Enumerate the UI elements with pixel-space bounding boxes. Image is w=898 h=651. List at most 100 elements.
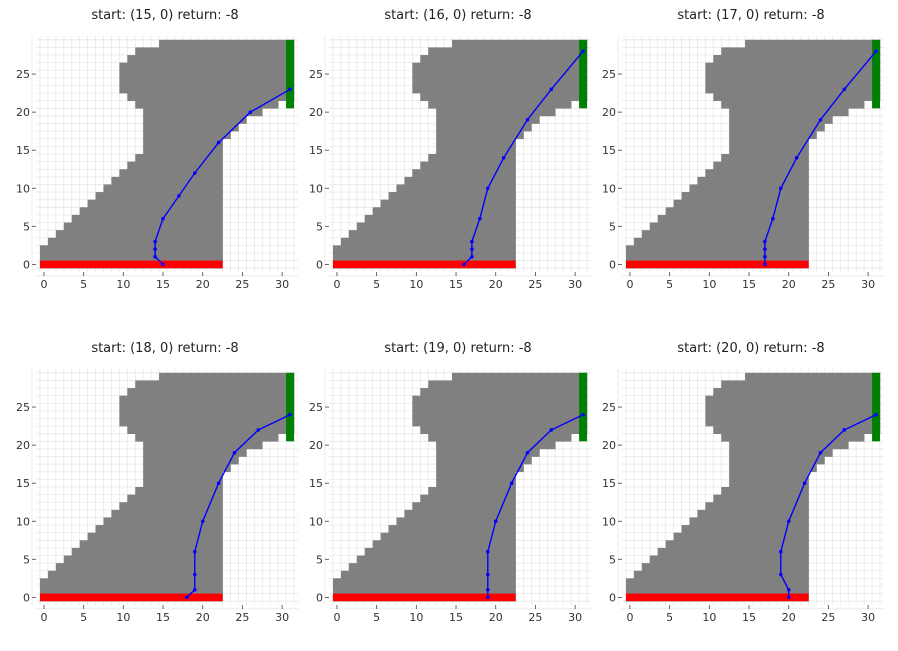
- trajectory-point: [216, 140, 221, 145]
- track-row: [47, 237, 223, 246]
- track-row: [420, 494, 516, 503]
- y-tick-label: 0: [609, 258, 616, 271]
- track-row: [111, 509, 223, 518]
- chart-title: start: (20, 0) return: -8: [677, 341, 825, 356]
- track-row: [348, 230, 516, 239]
- trajectory-point: [161, 262, 165, 267]
- track: [332, 39, 588, 269]
- trajectory-point: [818, 117, 823, 122]
- track-row: [625, 245, 809, 254]
- track-row: [705, 85, 881, 94]
- track-row: [705, 77, 881, 86]
- track-row: [71, 214, 223, 223]
- track-row: [705, 403, 881, 412]
- chart-panel-start-15: start: (15, 0) return: -8 0 5 10 15 20 25 30 0 5…: [16, 8, 310, 318]
- track-row: [119, 502, 223, 511]
- trajectory-point: [802, 481, 807, 485]
- track-row: [436, 115, 540, 124]
- trajectory-point: [786, 595, 791, 600]
- track-row: [721, 100, 865, 109]
- trajectory-point: [192, 171, 197, 175]
- track-row: [47, 570, 223, 579]
- racetrack-plot: 0 5 10 15 20 25 30 0 5 10 15 20 25: [16, 36, 298, 291]
- track-row: [55, 563, 223, 572]
- x-tick-label: 15: [742, 278, 756, 291]
- track-row: [87, 532, 223, 541]
- y-tick-label: 5: [609, 220, 616, 233]
- track-row: [63, 555, 223, 564]
- track-row: [143, 448, 247, 457]
- track: [39, 39, 295, 269]
- track-row: [119, 77, 295, 86]
- x-tick-label: 0: [40, 611, 47, 624]
- track-row: [55, 230, 223, 239]
- track-row: [119, 70, 295, 79]
- track-row: [127, 388, 295, 396]
- chart-panel-start-19: start: (19, 0) return: -8 0 5 10 15 20 25 30 0 5…: [309, 341, 603, 651]
- track-row: [412, 418, 588, 427]
- track-row: [103, 517, 223, 526]
- y-tick-label: 5: [609, 553, 616, 566]
- chart-title: start: (18, 0) return: -8: [91, 341, 239, 356]
- trajectory-point: [462, 262, 466, 267]
- trajectory-point: [192, 549, 197, 554]
- x-tick-label: 30: [275, 611, 289, 624]
- track-row: [452, 39, 588, 48]
- track-row: [135, 380, 295, 389]
- y-tick-label: 10: [16, 515, 30, 528]
- track-row: [420, 93, 588, 102]
- trajectory-point: [153, 239, 157, 244]
- y-tick-label: 20: [602, 106, 616, 119]
- y-tick-label: 10: [309, 515, 323, 528]
- trajectory-point: [778, 549, 783, 554]
- track-row: [380, 532, 516, 541]
- track-row: [412, 169, 516, 178]
- track-row: [633, 570, 809, 579]
- trajectory-point: [786, 587, 791, 592]
- y-tick-label: 20: [16, 439, 30, 452]
- track-row: [721, 47, 881, 56]
- track-row: [689, 517, 809, 526]
- track: [625, 39, 881, 269]
- y-tick-label: 10: [309, 182, 323, 195]
- x-tick-label: 10: [702, 278, 716, 291]
- track-row: [404, 176, 516, 185]
- racetrack-plot: 0 5 10 15 20 25 30 0 5 10 15 20 25: [16, 369, 298, 624]
- trajectory-point: [153, 247, 157, 251]
- x-tick-label: 20: [489, 278, 503, 291]
- trajectory-point: [478, 216, 482, 221]
- track-row: [729, 479, 809, 488]
- track-row: [428, 100, 572, 109]
- track-row: [420, 426, 588, 435]
- track-row: [388, 525, 516, 533]
- track-row: [729, 471, 809, 480]
- x-tick-label: 15: [742, 611, 756, 624]
- x-tick-label: 10: [116, 278, 130, 291]
- y-tick-label: 15: [309, 477, 323, 490]
- track-row: [705, 502, 809, 511]
- track-row: [135, 154, 223, 162]
- track-row: [428, 154, 516, 162]
- trajectory-point: [581, 412, 585, 417]
- track-row: [412, 502, 516, 511]
- track-row: [143, 441, 263, 450]
- x-tick-label: 5: [666, 611, 673, 624]
- track-row: [119, 395, 295, 404]
- y-tick-label: 20: [602, 439, 616, 452]
- track-row: [159, 372, 295, 381]
- track-row: [364, 214, 516, 223]
- track-row: [340, 237, 516, 246]
- track-row: [87, 199, 223, 208]
- y-tick-label: 5: [23, 553, 30, 566]
- track-row: [372, 207, 516, 216]
- trajectory-point: [177, 194, 181, 198]
- y-tick-label: 0: [609, 591, 616, 604]
- chart-panel-start-18: start: (18, 0) return: -8 0 5 10 15 20 25 30 0 5…: [16, 341, 310, 651]
- x-tick-label: 15: [449, 611, 463, 624]
- trajectory-point: [874, 49, 878, 54]
- track-row: [665, 207, 809, 216]
- track-row: [412, 395, 588, 404]
- chart-title: start: (15, 0) return: -8: [91, 8, 239, 23]
- trajectory-point: [786, 519, 791, 524]
- x-tick-label: 5: [373, 611, 380, 624]
